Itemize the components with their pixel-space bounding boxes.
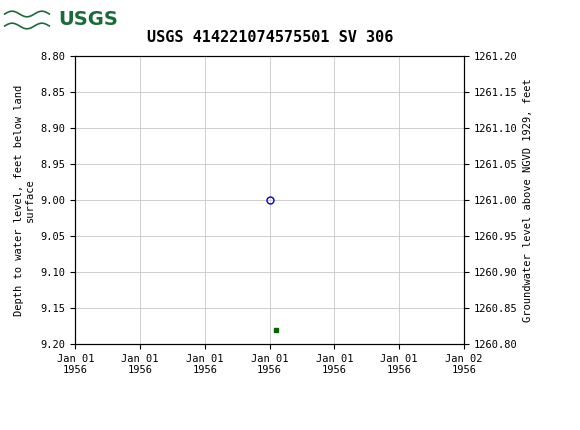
FancyBboxPatch shape <box>3 3 113 37</box>
Y-axis label: Groundwater level above NGVD 1929, feet: Groundwater level above NGVD 1929, feet <box>523 78 533 322</box>
Y-axis label: Depth to water level, feet below land
surface: Depth to water level, feet below land su… <box>13 84 35 316</box>
Text: USGS: USGS <box>58 10 118 30</box>
Text: USGS 414221074575501 SV 306: USGS 414221074575501 SV 306 <box>147 30 393 45</box>
